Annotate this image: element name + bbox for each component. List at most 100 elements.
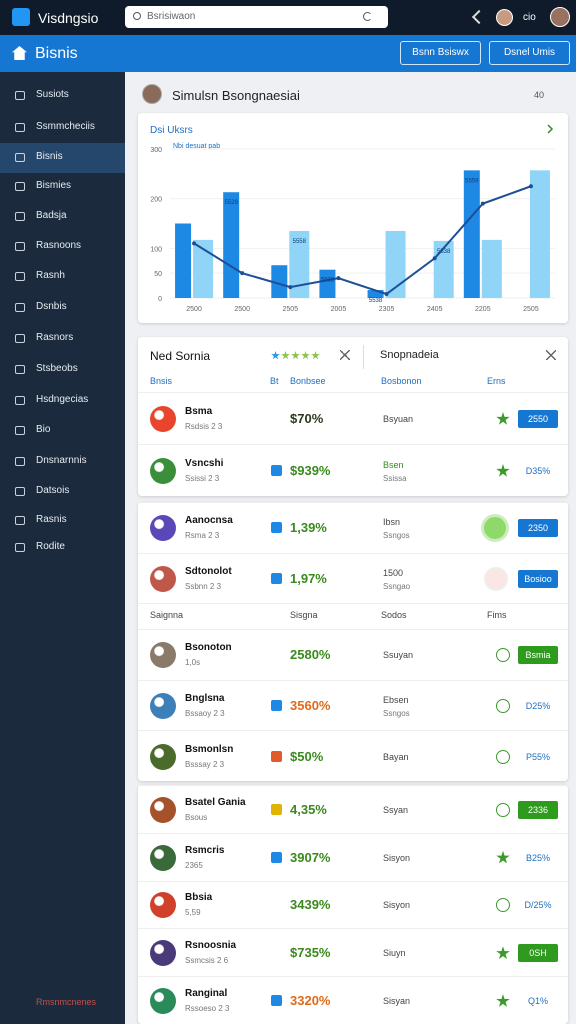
sidebar-item[interactable]: Susiots xyxy=(36,89,69,100)
row-status-sub: Ssngos xyxy=(383,531,410,541)
row-action[interactable]: D/25% xyxy=(524,900,552,911)
sidebar-icon xyxy=(15,91,25,100)
sidebar-item[interactable]: Rasnh xyxy=(36,270,65,281)
row-status: Ssyan xyxy=(383,804,409,815)
sidebar-item[interactable]: Rasnis xyxy=(36,514,67,525)
row-sub: Rsma 2 3 xyxy=(185,531,220,541)
sidebar-icon xyxy=(15,242,25,251)
y-tick-label: 0 xyxy=(158,296,162,303)
sidebar-icon xyxy=(15,212,25,221)
column-header[interactable]: Bonbsee xyxy=(290,376,326,386)
row-avatar xyxy=(150,796,176,823)
status-icon[interactable] xyxy=(496,412,510,425)
sidebar-item[interactable]: Rasnors xyxy=(36,332,74,343)
status-icon[interactable] xyxy=(496,898,510,913)
status-icon[interactable] xyxy=(496,699,510,714)
status-icon[interactable] xyxy=(496,648,510,663)
home-icon[interactable] xyxy=(12,46,27,60)
rating-star xyxy=(311,351,320,360)
header-button[interactable]: Dsnel Umis xyxy=(489,41,570,65)
rating-star xyxy=(271,351,280,360)
app-logo[interactable] xyxy=(12,8,30,26)
y-tick-label: 50 xyxy=(154,271,162,278)
column-header[interactable]: Bt xyxy=(270,376,279,386)
sidebar-icon xyxy=(15,123,25,132)
sidebar-item[interactable]: Rodite xyxy=(36,541,65,552)
sidebar-item[interactable]: Rasnoons xyxy=(36,240,82,251)
status-icon[interactable] xyxy=(496,946,510,960)
row-action[interactable]: Q1% xyxy=(527,996,548,1007)
row-action[interactable]: B25% xyxy=(525,852,551,863)
y-tick-label: 300 xyxy=(150,147,162,154)
row-sub: 5,59 xyxy=(185,908,201,918)
column-header[interactable]: Fims xyxy=(487,610,507,621)
row-sub: Ssbnn 2 3 xyxy=(185,581,222,591)
row-action[interactable]: 2350 xyxy=(518,519,558,538)
row-divider xyxy=(138,603,568,605)
refresh-icon[interactable] xyxy=(363,12,372,21)
column-header[interactable]: Bosbonon xyxy=(381,376,422,386)
sidebar-item[interactable]: Bismies xyxy=(36,180,72,191)
line-point xyxy=(528,184,533,189)
sidebar-item[interactable]: Stsbeobs xyxy=(36,363,78,374)
column-header[interactable]: Bnsis xyxy=(150,376,173,386)
sidebar-item[interactable]: Hsdngecias xyxy=(36,394,89,405)
status-icon[interactable] xyxy=(484,566,508,591)
close-icon[interactable] xyxy=(546,350,556,360)
divider xyxy=(363,345,364,369)
row-value: 3439% xyxy=(290,897,331,913)
sidebar-icon xyxy=(15,365,25,374)
row-action[interactable]: 2550 xyxy=(518,410,558,428)
settings-icon[interactable] xyxy=(471,9,487,25)
row-name: Bbsia xyxy=(185,892,213,904)
row-action[interactable]: Bosioo xyxy=(518,569,558,588)
row-status-sub: Ssngos xyxy=(383,709,410,719)
row-avatar xyxy=(150,892,176,919)
sidebar-item[interactable]: Datsois xyxy=(36,485,70,496)
column-header[interactable]: Saignna xyxy=(150,610,184,621)
row-name: Bsonoton xyxy=(185,642,232,654)
status-icon[interactable] xyxy=(496,464,510,477)
bar xyxy=(271,265,288,298)
bar-annotation: 5558 xyxy=(293,239,307,245)
sidebar-footer[interactable]: Rmsnmcnenes xyxy=(36,997,97,1007)
status-icon[interactable] xyxy=(496,749,510,764)
sidebar-icon xyxy=(15,487,25,496)
sidebar-item[interactable]: Badsja xyxy=(36,210,67,221)
avatar[interactable] xyxy=(496,9,513,26)
sidebar-item[interactable]: Dsnbis xyxy=(36,301,67,312)
row-action[interactable]: Bsmia xyxy=(518,646,558,665)
sidebar-item[interactable]: Ssmmcheciis xyxy=(36,121,95,132)
table-row: Bsatel Gania Bsous 4,35% Ssyan 2336 xyxy=(138,785,568,833)
user-avatar[interactable] xyxy=(550,7,570,27)
close-icon[interactable] xyxy=(340,350,350,360)
row-action[interactable]: 0SH xyxy=(518,944,558,963)
sidebar-item[interactable]: Bio xyxy=(36,424,51,435)
search-box[interactable]: Bsrisiwaon xyxy=(125,6,388,28)
row-sub: 1,0s xyxy=(185,658,201,668)
x-tick-label: 2505 xyxy=(283,306,299,313)
table-row: Rsnoosnia Ssmcsis 2 6 $735% Siuyn 0SH xyxy=(138,928,568,976)
row-badge xyxy=(271,522,282,534)
row-action[interactable]: P55% xyxy=(525,751,551,762)
row-name: Sdtonolot xyxy=(185,565,232,577)
row-sub: Rssoeso 2 3 xyxy=(185,1004,230,1014)
status-icon[interactable] xyxy=(496,850,510,864)
column-header[interactable]: Sisgna xyxy=(290,610,318,621)
table-row: Ranginal Rssoeso 2 3 3320% Sisyan Q1% xyxy=(138,976,568,1024)
sidebar-item[interactable]: Bisnis xyxy=(36,151,63,162)
row-value: 1,97% xyxy=(290,570,327,586)
sidebar-item[interactable]: Dnsnarnnis xyxy=(36,455,87,466)
row-action[interactable]: 2336 xyxy=(518,800,558,819)
status-icon[interactable] xyxy=(496,994,510,1007)
column-header[interactable]: Erns xyxy=(487,376,506,386)
status-icon[interactable] xyxy=(496,802,510,817)
row-action[interactable]: D25% xyxy=(525,701,551,712)
table-row: Bsma Rsdsis 2 3 $70% Bsyuan 2550 xyxy=(138,392,568,444)
row-action[interactable]: D35% xyxy=(525,466,551,476)
x-tick-label: 2305 xyxy=(379,306,395,313)
header-button[interactable]: Bsnn Bsiswx xyxy=(400,41,481,65)
status-icon[interactable] xyxy=(481,514,509,543)
column-header[interactable]: Sodos xyxy=(381,610,407,621)
bar-annotation: 5528 xyxy=(225,200,239,206)
